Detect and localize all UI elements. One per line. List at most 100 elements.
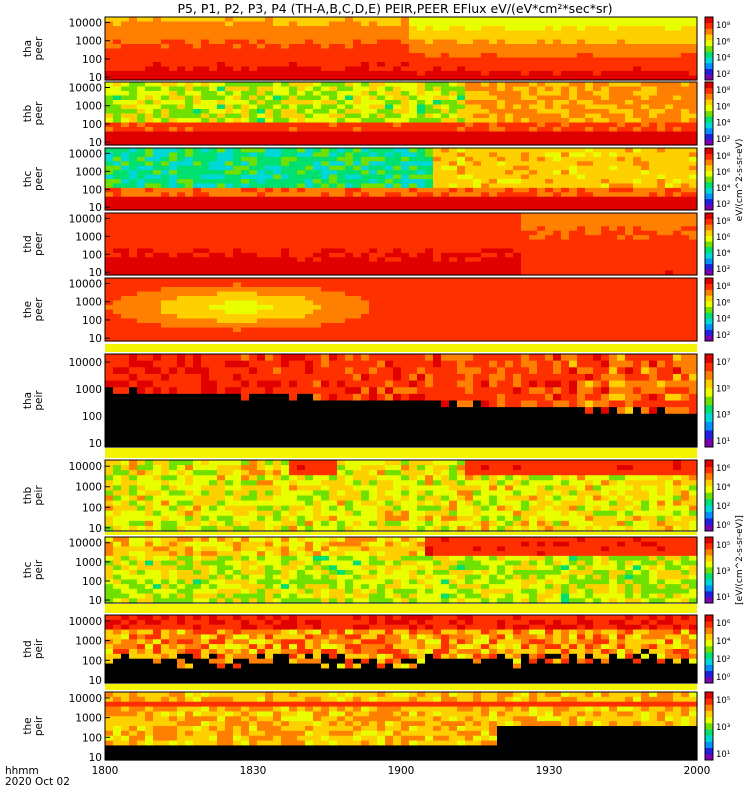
heat-cell bbox=[489, 261, 498, 267]
heat-cell bbox=[161, 131, 170, 137]
heat-cell bbox=[193, 100, 202, 106]
heat-cell bbox=[441, 235, 450, 241]
heat-cell bbox=[353, 75, 362, 81]
heat-cell bbox=[201, 318, 210, 324]
heat-cell bbox=[313, 165, 322, 171]
heat-cell bbox=[337, 48, 346, 54]
heat-cell bbox=[369, 300, 378, 306]
heat-cell bbox=[433, 62, 442, 68]
heat-cell bbox=[177, 248, 186, 254]
heat-cell bbox=[305, 127, 314, 133]
heat-cell bbox=[321, 239, 330, 245]
heat-cell bbox=[257, 140, 266, 146]
heat-cell bbox=[385, 213, 394, 219]
heat-cell bbox=[481, 183, 490, 189]
heat-cell bbox=[185, 91, 194, 97]
heat-cell bbox=[665, 205, 674, 211]
heat-cell bbox=[449, 187, 458, 193]
heat-cell bbox=[265, 261, 274, 267]
heat-cell bbox=[689, 235, 698, 241]
heat-cell bbox=[585, 174, 594, 180]
heat-cell bbox=[521, 252, 530, 258]
colorbar-segment bbox=[705, 241, 713, 245]
heat-cell bbox=[233, 53, 242, 59]
heat-cell bbox=[185, 174, 194, 180]
heat-cell bbox=[145, 248, 154, 254]
heat-cell bbox=[473, 75, 482, 81]
heat-cell bbox=[193, 44, 202, 50]
heat-cell bbox=[153, 196, 162, 202]
heat-cell bbox=[361, 305, 370, 311]
heat-cell bbox=[305, 156, 314, 162]
heat-cell bbox=[657, 183, 666, 189]
heat-cell bbox=[657, 192, 666, 198]
heat-cell bbox=[505, 17, 514, 23]
heat-cell bbox=[281, 53, 290, 59]
heat-cell bbox=[305, 309, 314, 315]
heat-cell bbox=[665, 152, 674, 158]
heat-cell bbox=[337, 323, 346, 329]
heat-cell bbox=[473, 136, 482, 142]
heat-cell bbox=[385, 131, 394, 137]
heat-cell bbox=[249, 314, 258, 320]
heat-cell bbox=[505, 109, 514, 115]
heat-cell bbox=[161, 205, 170, 211]
heat-cell bbox=[561, 213, 570, 219]
heat-cell bbox=[369, 221, 378, 227]
heat-cell bbox=[185, 257, 194, 263]
heat-cell bbox=[145, 213, 154, 219]
heat-cell bbox=[225, 127, 234, 133]
heat-cell bbox=[145, 221, 154, 227]
heat-cell bbox=[345, 287, 354, 293]
colorbar-segment bbox=[705, 272, 713, 276]
heat-cell bbox=[521, 95, 530, 101]
heat-cell bbox=[449, 309, 458, 315]
heat-cell bbox=[553, 48, 562, 54]
heat-cell bbox=[353, 278, 362, 284]
heat-cell bbox=[481, 309, 490, 315]
heat-cell bbox=[353, 217, 362, 223]
heat-cell bbox=[329, 179, 338, 185]
heat-cell bbox=[465, 136, 474, 142]
heat-cell bbox=[345, 21, 354, 27]
heat-cell bbox=[465, 122, 474, 128]
heat-cell bbox=[281, 192, 290, 198]
heat-cell bbox=[297, 66, 306, 72]
heat-cell bbox=[121, 82, 130, 88]
heat-cell bbox=[177, 278, 186, 284]
heat-cell bbox=[449, 170, 458, 176]
heat-cell bbox=[273, 127, 282, 133]
heat-cell bbox=[313, 213, 322, 219]
heat-cell bbox=[129, 217, 138, 223]
heat-cell bbox=[473, 287, 482, 293]
colorbar-segment bbox=[705, 74, 713, 78]
heat-cell bbox=[529, 48, 538, 54]
heat-cell bbox=[377, 91, 386, 97]
heat-cell bbox=[129, 235, 138, 241]
heat-cell bbox=[681, 183, 690, 189]
heat-cell bbox=[473, 113, 482, 119]
heat-cell bbox=[385, 91, 394, 97]
heat-cell bbox=[465, 30, 474, 36]
heat-cell bbox=[417, 244, 426, 250]
heat-cell bbox=[265, 26, 274, 32]
heat-cell bbox=[433, 244, 442, 250]
heat-cell bbox=[353, 230, 362, 236]
heat-cell bbox=[321, 21, 330, 27]
heat-cell bbox=[537, 213, 546, 219]
heat-cell bbox=[257, 39, 266, 45]
heat-cell bbox=[281, 174, 290, 180]
heat-cell bbox=[137, 35, 146, 41]
heat-cell bbox=[393, 300, 402, 306]
heat-cell bbox=[289, 53, 298, 59]
heat-cell bbox=[601, 205, 610, 211]
heat-cell bbox=[513, 170, 522, 176]
heat-cell bbox=[665, 170, 674, 176]
heat-cell bbox=[513, 266, 522, 272]
heat-cell bbox=[201, 170, 210, 176]
heat-cell bbox=[465, 300, 474, 306]
heat-cell bbox=[313, 39, 322, 45]
heat-cell bbox=[153, 127, 162, 133]
heat-cell bbox=[217, 91, 226, 97]
heat-cell bbox=[273, 66, 282, 72]
